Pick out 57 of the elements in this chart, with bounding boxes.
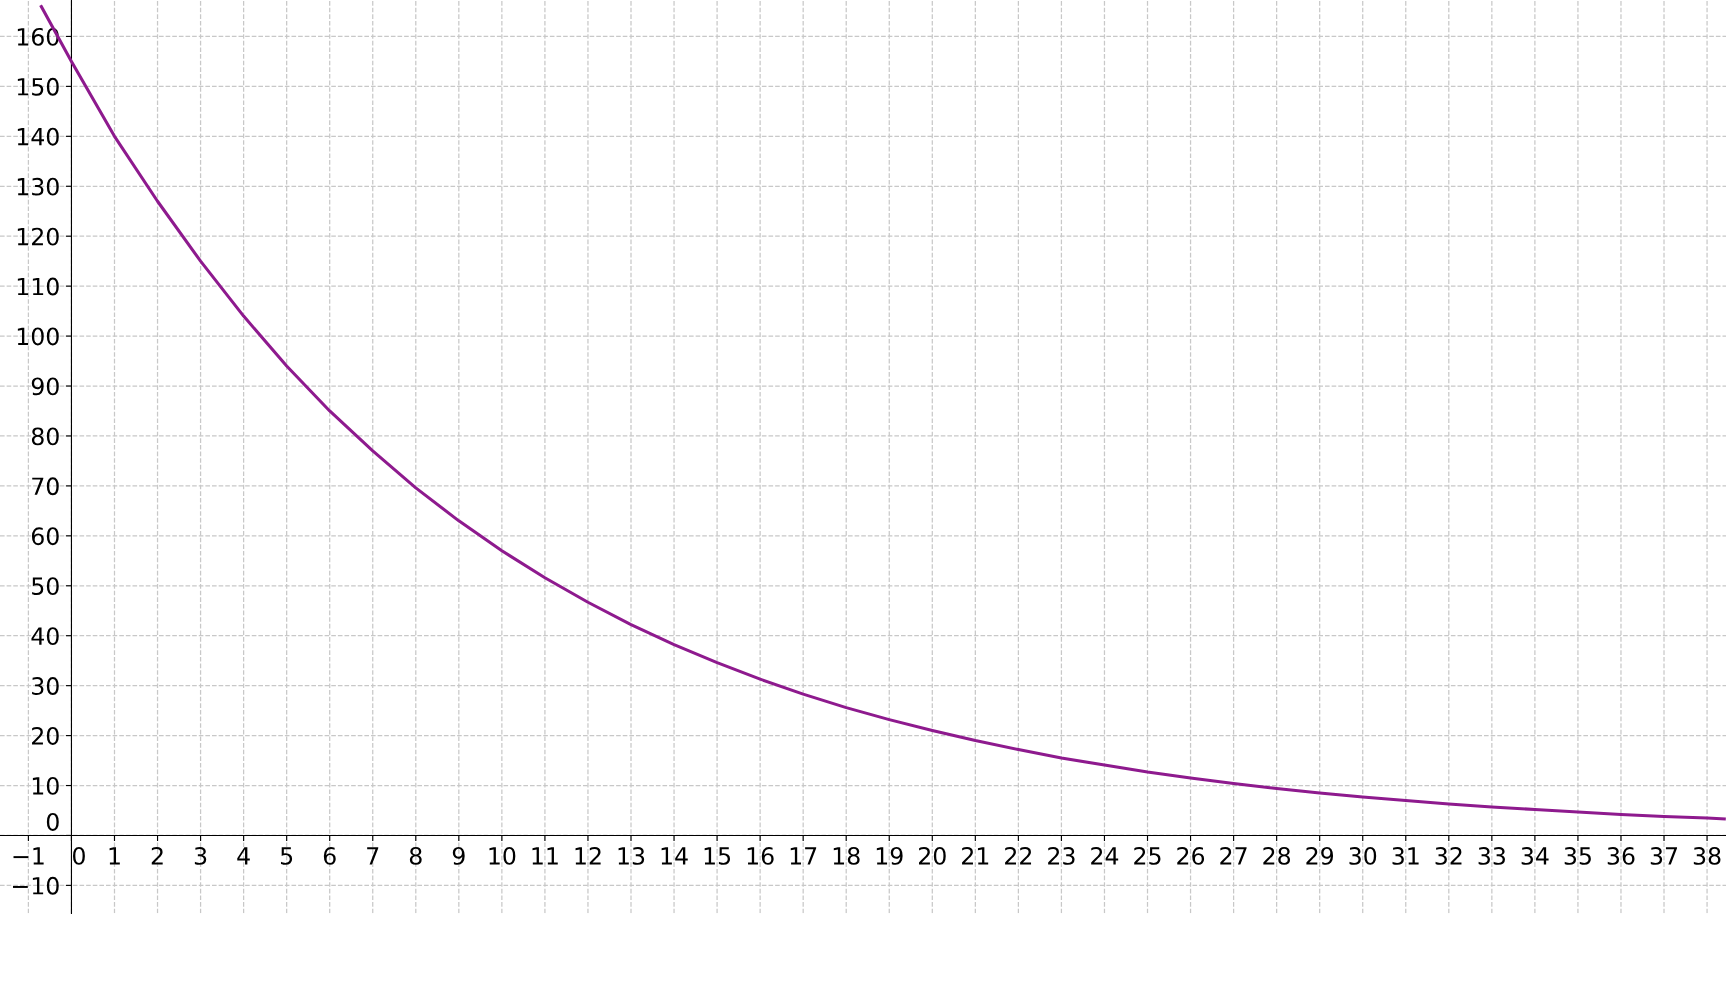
x-tick-label: 4	[237, 847, 250, 865]
y-tick-label: 0	[46, 813, 59, 831]
x-tick-label: 18	[833, 846, 860, 865]
y-tick-label: 120	[17, 227, 59, 246]
x-tick-label: 23	[1048, 846, 1075, 865]
y-tick-label: 20	[32, 727, 59, 745]
y-tick-label: 150	[17, 77, 59, 96]
x-tick-label: 14	[661, 847, 688, 865]
x-tick-label: 15	[704, 847, 731, 865]
x-tick-label: −1	[13, 847, 44, 865]
x-tick-label: 17	[790, 847, 817, 865]
x-tick-label: 21	[962, 846, 989, 865]
x-tick-label: 1	[109, 847, 120, 865]
x-tick-label: 22	[1005, 846, 1032, 865]
x-tick-label: 7	[367, 847, 379, 865]
x-tick-label: 16	[747, 846, 774, 865]
y-tick-label: 100	[17, 327, 59, 346]
x-tick-label: 2	[151, 846, 163, 865]
x-tick-label: 24	[1091, 846, 1119, 865]
x-tick-label: 3	[194, 846, 207, 865]
x-tick-label: 31	[1392, 846, 1419, 865]
y-tick-label: 110	[17, 277, 59, 296]
x-tick-label: 0	[73, 846, 85, 865]
x-tick-label: 5	[280, 847, 293, 865]
y-tick-label: 70	[32, 477, 59, 496]
x-tick-label: 20	[919, 846, 946, 865]
x-tick-label: 36	[1607, 846, 1635, 865]
x-tick-label: 9	[452, 846, 465, 865]
y-tick-label: 80	[31, 427, 59, 446]
y-tick-label: −10	[13, 876, 59, 895]
x-tick-label: 33	[1478, 846, 1505, 865]
x-tick-label: 12	[575, 846, 601, 865]
x-tick-label: 25	[1134, 846, 1161, 865]
x-tick-label: 29	[1306, 846, 1334, 865]
x-tick-label: 34	[1521, 846, 1549, 865]
y-tick-label: 40	[31, 627, 59, 646]
y-tick-label: 50	[32, 577, 59, 596]
x-tick-label: 27	[1220, 846, 1247, 865]
x-tick-label: 37	[1650, 846, 1678, 865]
y-tick-label: 130	[17, 177, 59, 196]
x-tick-label: 35	[1564, 846, 1591, 865]
x-tick-label: 26	[1177, 846, 1205, 865]
x-tick-label: 19	[876, 846, 903, 865]
y-tick-label: 10	[32, 776, 59, 795]
x-tick-label: 28	[1263, 846, 1291, 865]
x-tick-label: 8	[409, 846, 422, 865]
x-tick-label: 11	[532, 847, 558, 865]
y-tick-label: 60	[31, 527, 59, 546]
x-tick-label: 30	[1349, 846, 1377, 865]
x-tick-label: 6	[323, 846, 336, 865]
y-tick-label: 30	[32, 677, 59, 695]
x-tick-label: 32	[1435, 846, 1462, 865]
x-tick-label: 38	[1693, 846, 1721, 865]
y-tick-label: 90	[31, 377, 59, 396]
x-tick-label: 10	[489, 846, 516, 865]
y-tick-label: 140	[17, 127, 59, 146]
x-tick-label: 13	[618, 846, 645, 865]
